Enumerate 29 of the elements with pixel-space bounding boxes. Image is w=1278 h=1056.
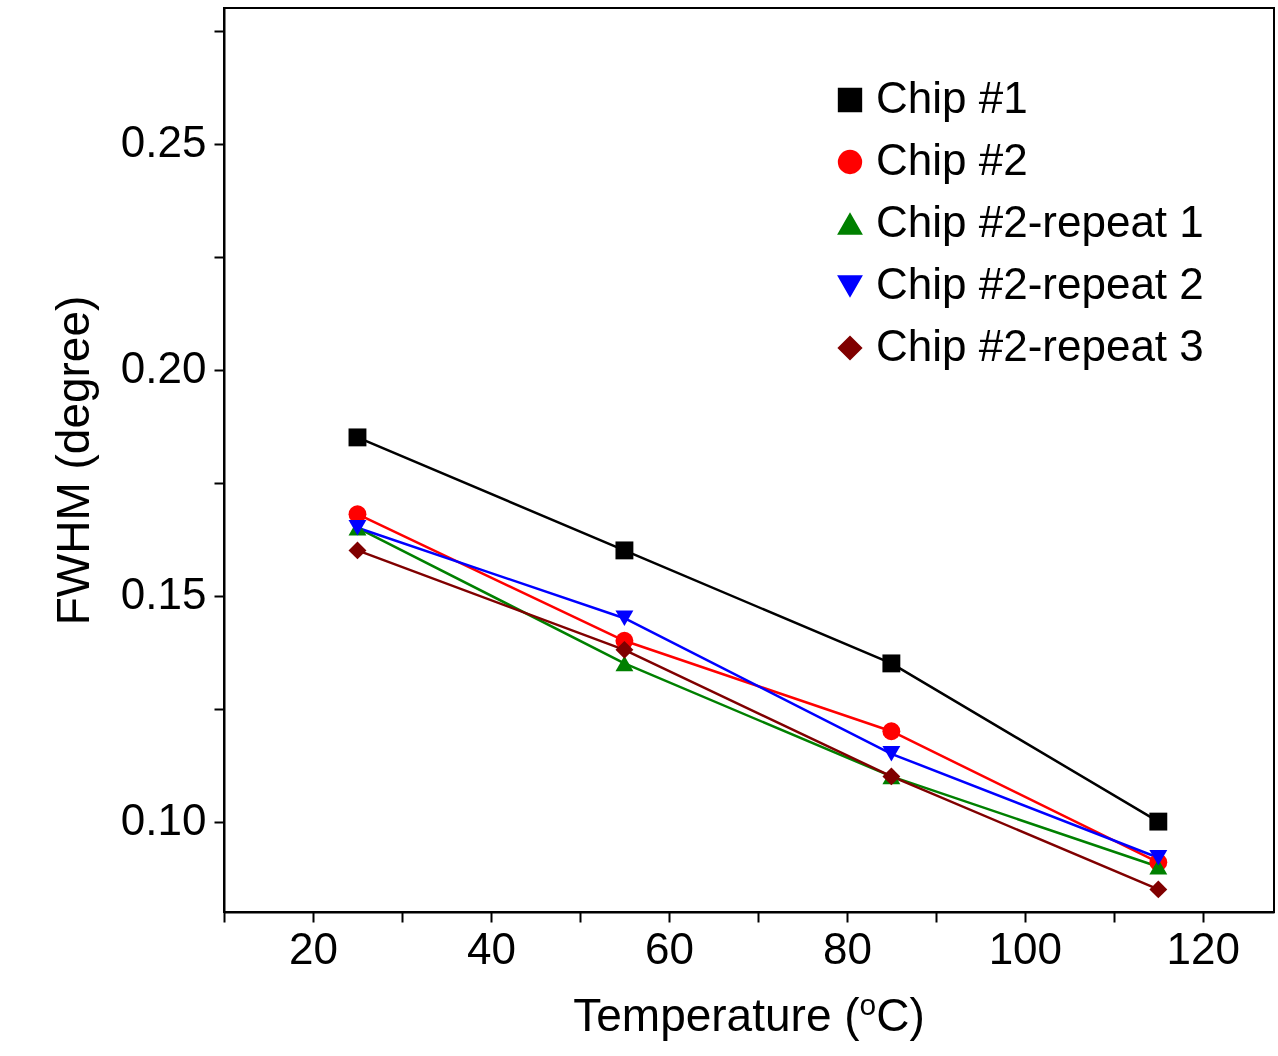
x-tick-label: 20 xyxy=(289,923,338,973)
point xyxy=(1149,850,1168,866)
y-tick-label: 0.20 xyxy=(120,343,207,393)
legend-label: Chip #2 xyxy=(876,135,1028,184)
y-tick-label: 0.25 xyxy=(120,117,207,167)
y-tick-label: 0.10 xyxy=(120,795,207,845)
x-tick-label: 100 xyxy=(988,923,1063,973)
x-tick-label: 80 xyxy=(822,923,872,973)
point xyxy=(882,722,901,741)
point xyxy=(615,655,634,672)
point xyxy=(1149,812,1168,831)
point xyxy=(348,428,367,447)
y-axis-title: FWHM (degree) xyxy=(46,295,99,626)
point xyxy=(348,541,367,560)
legend-label: Chip #2-repeat 1 xyxy=(876,197,1204,246)
y-tick-label: 0.15 xyxy=(120,569,207,619)
point xyxy=(882,746,901,762)
point xyxy=(882,654,901,673)
point xyxy=(1149,880,1168,899)
point xyxy=(615,610,634,626)
point xyxy=(615,541,634,560)
x-tick-label: 60 xyxy=(644,923,694,973)
legend-label: Chip #1 xyxy=(876,73,1028,122)
x-tick-label: 120 xyxy=(1166,923,1241,973)
point xyxy=(615,640,634,659)
x-tick-label: 40 xyxy=(466,923,516,973)
legend-label: Chip #2-repeat 3 xyxy=(876,321,1204,370)
legend-label: Chip #2-repeat 2 xyxy=(876,259,1204,308)
x-axis-title: Temperature ($^{o}$C) xyxy=(572,988,926,1042)
